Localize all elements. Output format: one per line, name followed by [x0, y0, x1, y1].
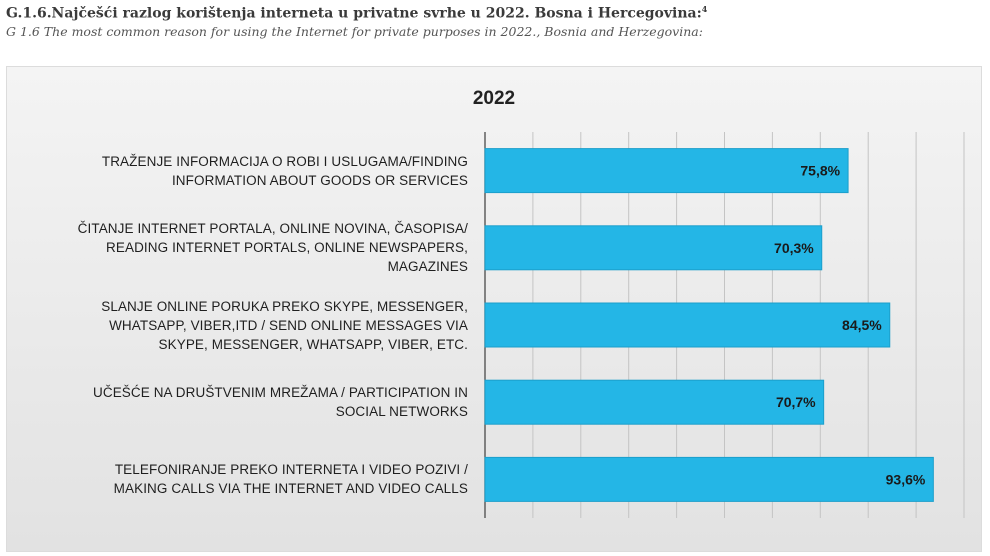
- data-label: 93,6%: [886, 471, 926, 487]
- data-label: 70,3%: [774, 240, 814, 256]
- bar-chart: 75,8% 70,3% 84,5% 70,7% 93,6%: [484, 132, 965, 518]
- category-label-line: MAGAZINES: [387, 259, 468, 275]
- category-label: UČEŠĆE NA DRUŠTVENIM MREŽAMA / PARTICIPA…: [18, 383, 468, 421]
- figure-heading: G.1.6.Najčešći razlog korištenja interne…: [6, 4, 707, 22]
- category-label-line: WHATSAPP, VIBER,ITD / SEND ONLINE MESSAG…: [109, 317, 468, 333]
- category-label-line: UČEŠĆE NA DRUŠTVENIM MREŽAMA / PARTICIPA…: [93, 385, 468, 401]
- category-label: ČITANJE INTERNET PORTALA, ONLINE NOVINA,…: [18, 219, 468, 276]
- category-label: TRAŽENJE INFORMACIJA O ROBI I USLUGAMA/F…: [18, 152, 468, 190]
- category-label-line: SKYPE, MESSENGER, WHATSAPP, VIBER, ETC.: [158, 336, 468, 352]
- data-label: 84,5%: [842, 317, 882, 333]
- chart-title: 2022: [472, 88, 516, 109]
- figure-subheading: G 1.6 The most common reason for using t…: [6, 24, 703, 39]
- category-label: TELEFONIRANJE PREKO INTERNETA I VIDEO PO…: [18, 460, 468, 498]
- category-label-line: TRAŽENJE INFORMACIJA O ROBI I USLUGAMA/F…: [101, 153, 468, 169]
- category-label-line: TELEFONIRANJE PREKO INTERNETA I VIDEO PO…: [114, 462, 468, 478]
- bar: [484, 225, 823, 271]
- category-label: SLANJE ONLINE PORUKA PREKO SKYPE, MESSEN…: [18, 297, 468, 354]
- category-label-line: SOCIAL NETWORKS: [335, 404, 468, 420]
- category-label-line: INFORMATION ABOUT GOODS OR SERVICES: [171, 172, 468, 188]
- category-label-line: READING INTERNET PORTALS, ONLINE NEWSPAP…: [106, 240, 468, 256]
- footnote-marker: 4: [701, 4, 708, 14]
- bar: [484, 456, 934, 502]
- category-label-line: MAKING CALLS VIA THE INTERNET AND VIDEO …: [113, 481, 468, 497]
- data-label: 70,7%: [776, 394, 816, 410]
- figure-heading-text: G.1.6.Najčešći razlog korištenja interne…: [6, 5, 702, 22]
- bar: [484, 379, 825, 425]
- category-label-line: ČITANJE INTERNET PORTALA, ONLINE NOVINA,…: [77, 221, 468, 237]
- bar: [484, 302, 891, 348]
- chart-panel: 2022 75,8% 70,3% 84,5% 70,7% 93,6% TRAŽENJE …: [6, 66, 982, 552]
- bar: [484, 148, 849, 194]
- category-label-line: SLANJE ONLINE PORUKA PREKO SKYPE, MESSEN…: [101, 298, 468, 314]
- data-label: 75,8%: [800, 163, 840, 179]
